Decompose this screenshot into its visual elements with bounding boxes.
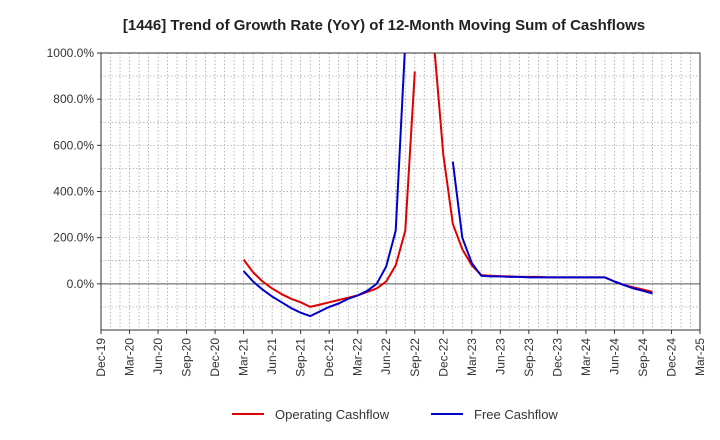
x-tick-label: Dec-19 bbox=[94, 338, 108, 377]
x-tick-label: Sep-21 bbox=[294, 338, 308, 377]
x-tick-label: Dec-23 bbox=[550, 338, 564, 377]
x-tick-label: Sep-20 bbox=[180, 338, 194, 377]
legend-label: Operating Cashflow bbox=[275, 407, 390, 422]
x-tick-label: Mar-21 bbox=[237, 338, 251, 376]
grid-layer bbox=[100, 52, 701, 331]
x-tick-label: Mar-22 bbox=[351, 338, 365, 376]
y-tick-label: 1000.0% bbox=[47, 46, 95, 60]
x-tick-label: Dec-21 bbox=[322, 338, 336, 377]
x-tick-label: Sep-23 bbox=[522, 338, 536, 377]
x-tick-label: Mar-25 bbox=[693, 338, 707, 376]
plot-area bbox=[101, 53, 700, 330]
series-line bbox=[242, 53, 406, 318]
legend-item: Operating Cashflow bbox=[232, 407, 390, 422]
x-tick-label: Dec-22 bbox=[436, 338, 450, 377]
x-tick-label: Jun-24 bbox=[607, 338, 621, 375]
x-tick-label: Mar-24 bbox=[579, 338, 593, 376]
y-tick-label: 800.0% bbox=[53, 92, 94, 106]
chart-title: [1446] Trend of Growth Rate (YoY) of 12-… bbox=[123, 17, 645, 34]
x-tick-label: Sep-24 bbox=[636, 338, 650, 377]
x-tick-label: Jun-23 bbox=[493, 338, 507, 375]
x-tick-label: Sep-22 bbox=[408, 338, 422, 377]
legend-label: Free Cashflow bbox=[474, 407, 558, 422]
y-tick-label: 0.0% bbox=[67, 277, 95, 291]
legend-item: Free Cashflow bbox=[431, 407, 558, 422]
y-tick-label: 600.0% bbox=[53, 138, 94, 152]
series-line bbox=[451, 161, 653, 295]
x-tick-label: Dec-24 bbox=[664, 338, 678, 377]
x-tick-label: Mar-20 bbox=[123, 338, 137, 376]
x-tick-label: Dec-20 bbox=[208, 338, 222, 377]
series-line bbox=[242, 71, 416, 308]
legend: Operating Cashflow Free Cashflow bbox=[232, 407, 558, 422]
x-tick-label: Mar-23 bbox=[465, 338, 479, 376]
axis-layer: 0.0% 200.0% 400.0% 600.0% 800.0% 1000.0% Dec-1… bbox=[47, 46, 707, 377]
x-tick-label: Jun-21 bbox=[265, 338, 279, 375]
x-tick-label: Jun-20 bbox=[151, 338, 165, 375]
x-tick-label: Jun-22 bbox=[379, 338, 393, 375]
y-tick-label: 200.0% bbox=[53, 231, 94, 245]
y-tick-label: 400.0% bbox=[53, 185, 94, 199]
series-free-cashflow bbox=[242, 53, 653, 318]
series-layer bbox=[242, 53, 653, 318]
